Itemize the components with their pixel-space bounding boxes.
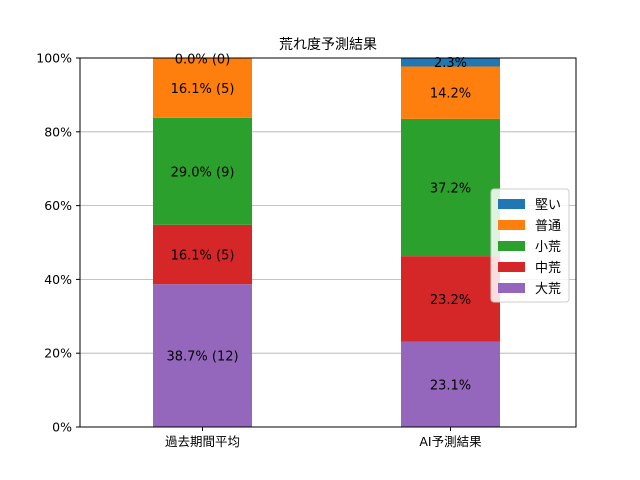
y-tick-label: 0% [52, 420, 72, 435]
legend-swatch [498, 199, 525, 209]
legend-label: 大荒 [535, 282, 561, 297]
legend-swatch [498, 241, 525, 251]
bar-data-label: 2.3% [434, 56, 467, 71]
bar-segment [401, 341, 500, 427]
legend-swatch [498, 283, 525, 293]
plot-frame [79, 57, 577, 428]
bar-segment [153, 58, 252, 118]
bar-data-label: 16.1% (5) [171, 248, 235, 263]
data-labels: 38.7% (12) 16.1% (5) 29.0% (9) 16.1% (5) 0.0… [166, 52, 471, 393]
bar-segment [153, 117, 252, 225]
bar-data-label: 16.1% (5) [171, 82, 235, 97]
bar-segment [153, 224, 252, 285]
bar-segment [153, 284, 252, 427]
legend-label: 中荒 [535, 261, 561, 276]
bar-segment [401, 256, 500, 342]
bar-data-label: 23.2% [430, 293, 471, 308]
chart-title: 荒れ度予測結果 [279, 37, 377, 53]
legend-box [490, 188, 570, 303]
bar-data-label: 0.0% (0) [175, 52, 231, 67]
x-tick-label: 過去期間平均 [165, 434, 240, 449]
bar-segment [401, 58, 500, 67]
legend-swatch [498, 262, 525, 272]
x-tick-label: AI予測結果 [419, 434, 482, 449]
x-axis: 過去期間平均 AI予測結果 [165, 427, 482, 449]
legend-swatch [498, 220, 525, 230]
bar-data-label: 37.2% [430, 182, 471, 197]
y-tick-label: 40% [44, 272, 72, 287]
y-axis: 0% 20% 40% 60% 80% 100% [36, 51, 80, 435]
bar-segment [401, 118, 500, 257]
bar-data-label: 14.2% [430, 87, 471, 102]
bars [153, 58, 500, 427]
y-tick-label: 80% [44, 124, 72, 139]
bar-segment [401, 66, 500, 119]
y-tick-label: 60% [44, 198, 72, 213]
bar-data-label: 23.1% [430, 378, 471, 393]
legend-label: 普通 [535, 219, 561, 234]
y-tick-label: 100% [36, 51, 72, 66]
y-tick-label: 20% [44, 346, 72, 361]
legend-label: 堅い [535, 198, 561, 213]
bar-data-label: 38.7% (12) [166, 350, 238, 365]
legend-label: 小荒 [535, 240, 561, 255]
bar-data-label: 29.0% (9) [171, 165, 235, 180]
